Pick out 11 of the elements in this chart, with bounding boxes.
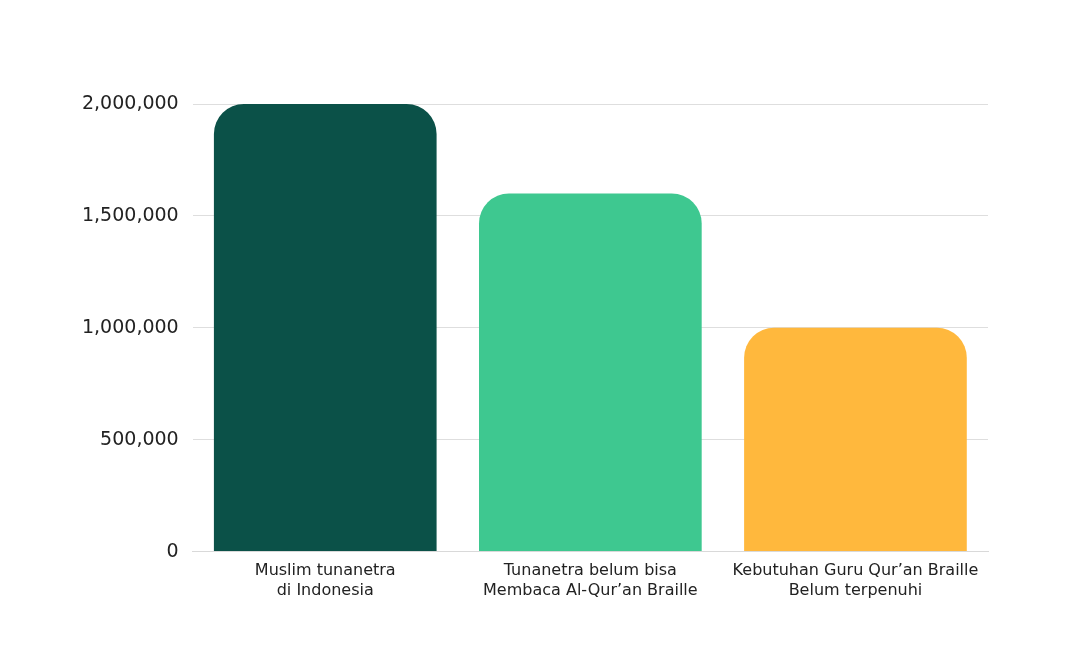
x-tick-label: Kebutuhan Guru Qur’an Braille Belum terpenuhi <box>732 560 979 599</box>
x-tick-label: Tunanetra belum bisa Membaca Al-Qur’an Braille <box>483 560 698 599</box>
bar <box>479 193 702 552</box>
y-tick-label: 1,500,000 <box>81 202 179 225</box>
x-tick-label: Muslim tunanetra di Indonesia <box>254 560 396 599</box>
y-tick-label: 0 <box>166 538 179 561</box>
bar <box>213 104 437 552</box>
y-tick-label: 500,000 <box>100 426 179 449</box>
bar <box>744 327 967 552</box>
y-tick-label: 1,000,000 <box>81 314 179 337</box>
y-tick-label: 2,000,000 <box>81 90 179 113</box>
